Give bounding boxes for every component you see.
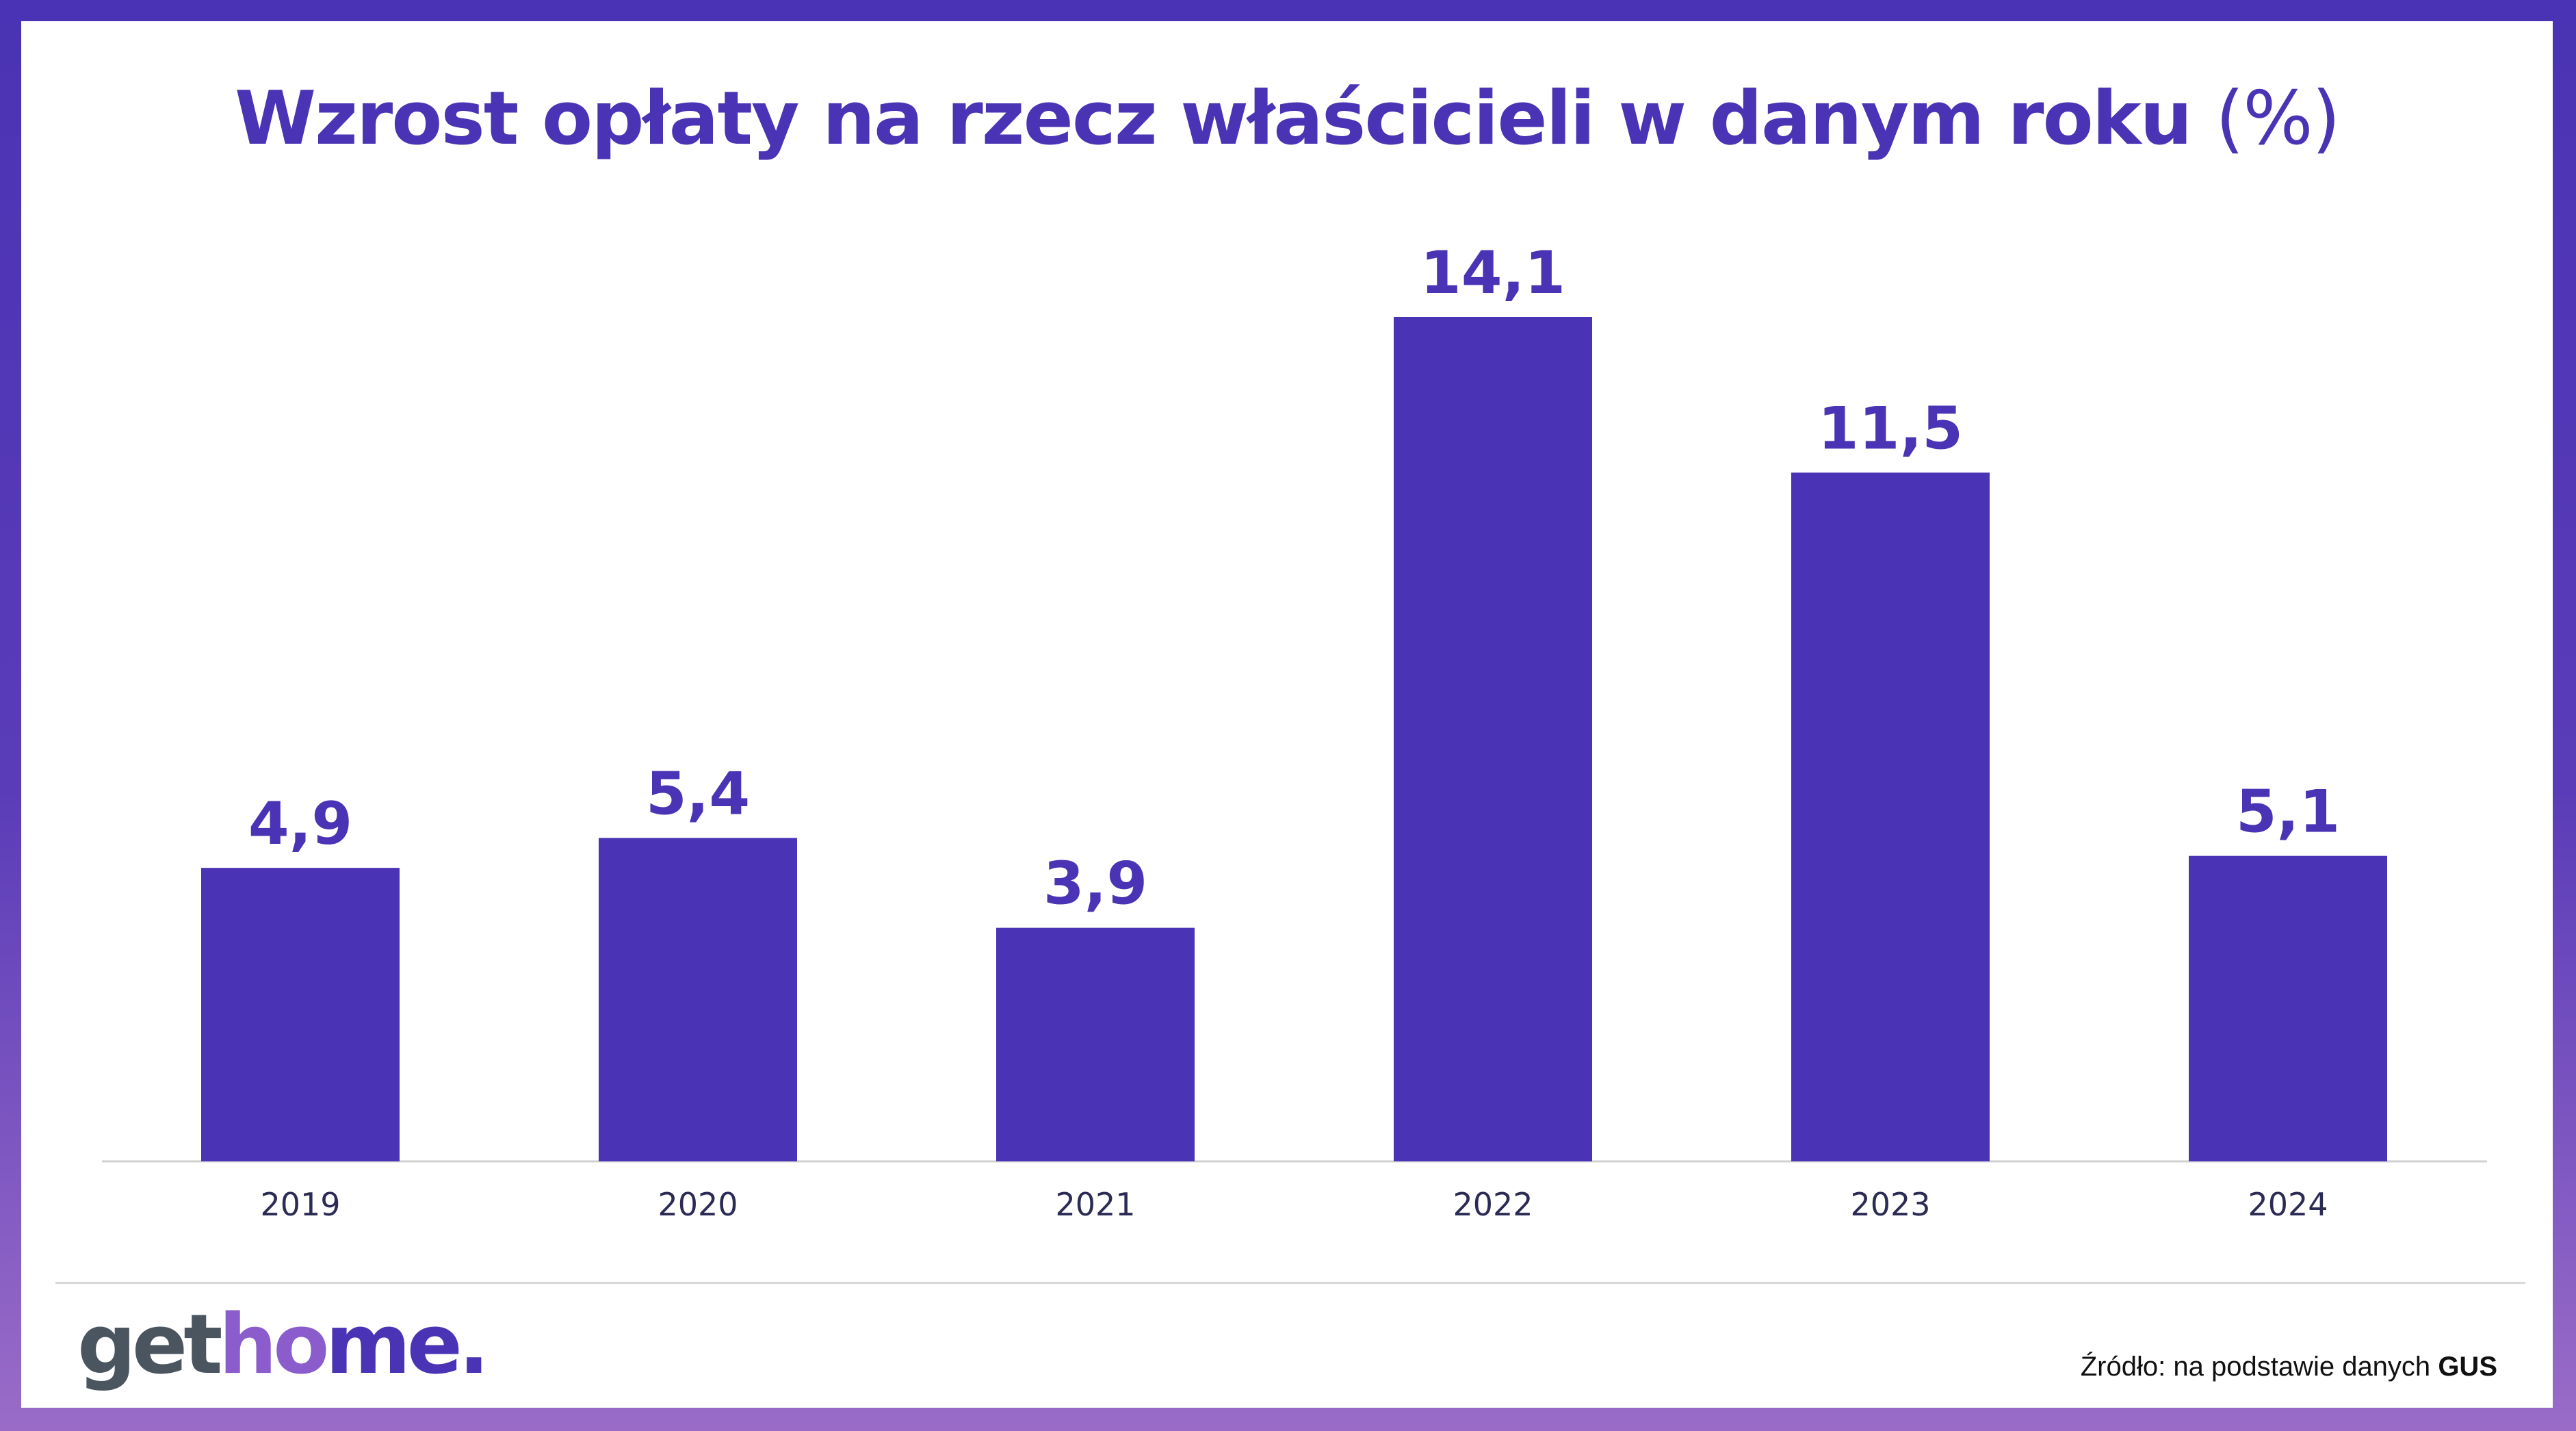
- bar-2022: [1394, 317, 1592, 1161]
- chart-title: Wzrost opłaty na rzecz właścicieli w dan…: [21, 76, 2553, 162]
- value-label-2021: 3,9: [1043, 850, 1147, 918]
- bar-2021: [996, 927, 1195, 1161]
- bar-2023: [1791, 472, 1990, 1161]
- footer-divider: [55, 1282, 2525, 1284]
- x-tick-label-2019: 2019: [260, 1186, 340, 1223]
- value-label-2020: 5,4: [646, 760, 750, 828]
- chart-title-unit: (%): [2215, 76, 2341, 162]
- x-tick-label-2021: 2021: [1055, 1186, 1135, 1223]
- chart-title-text: Wzrost opłaty na rzecz właścicieli w dan…: [235, 76, 2192, 162]
- value-label-2023: 11,5: [1818, 395, 1963, 463]
- x-tick-label-2024: 2024: [2248, 1186, 2328, 1223]
- gethome-logo: gethome.: [77, 1304, 490, 1387]
- bar-chart: 4,9 2019 5,4 2020 3,9 2021 14,1 2022 11,5 2023 5,1…: [102, 239, 2487, 1223]
- value-label-2024: 5,1: [2236, 778, 2340, 847]
- x-tick-label-2023: 2023: [1850, 1186, 1930, 1223]
- x-tick-label-2022: 2022: [1453, 1186, 1533, 1223]
- bar-2020: [599, 838, 797, 1161]
- value-label-2019: 4,9: [248, 790, 352, 858]
- x-tick-label-2020: 2020: [658, 1186, 738, 1223]
- source-note: Źródło: na podstawie danych GUS: [2081, 1352, 2497, 1382]
- logo-part-me: me.: [325, 1298, 490, 1393]
- chart-panel: Wzrost opłaty na rzecz właścicieli w dan…: [21, 21, 2553, 1408]
- value-label-2022: 14,1: [1420, 239, 1565, 307]
- logo-part-ho: ho: [218, 1298, 330, 1393]
- logo-part-get: get: [77, 1298, 223, 1393]
- bar-2019: [201, 868, 400, 1161]
- bar-2024: [2189, 855, 2387, 1161]
- source-name: GUS: [2438, 1352, 2497, 1382]
- bars-layer: 4,9 2019 5,4 2020 3,9 2021 14,1 2022 11,5 2023 5,1…: [201, 239, 2387, 1223]
- source-prefix: Źródło: na podstawie danych: [2080, 1352, 2431, 1382]
